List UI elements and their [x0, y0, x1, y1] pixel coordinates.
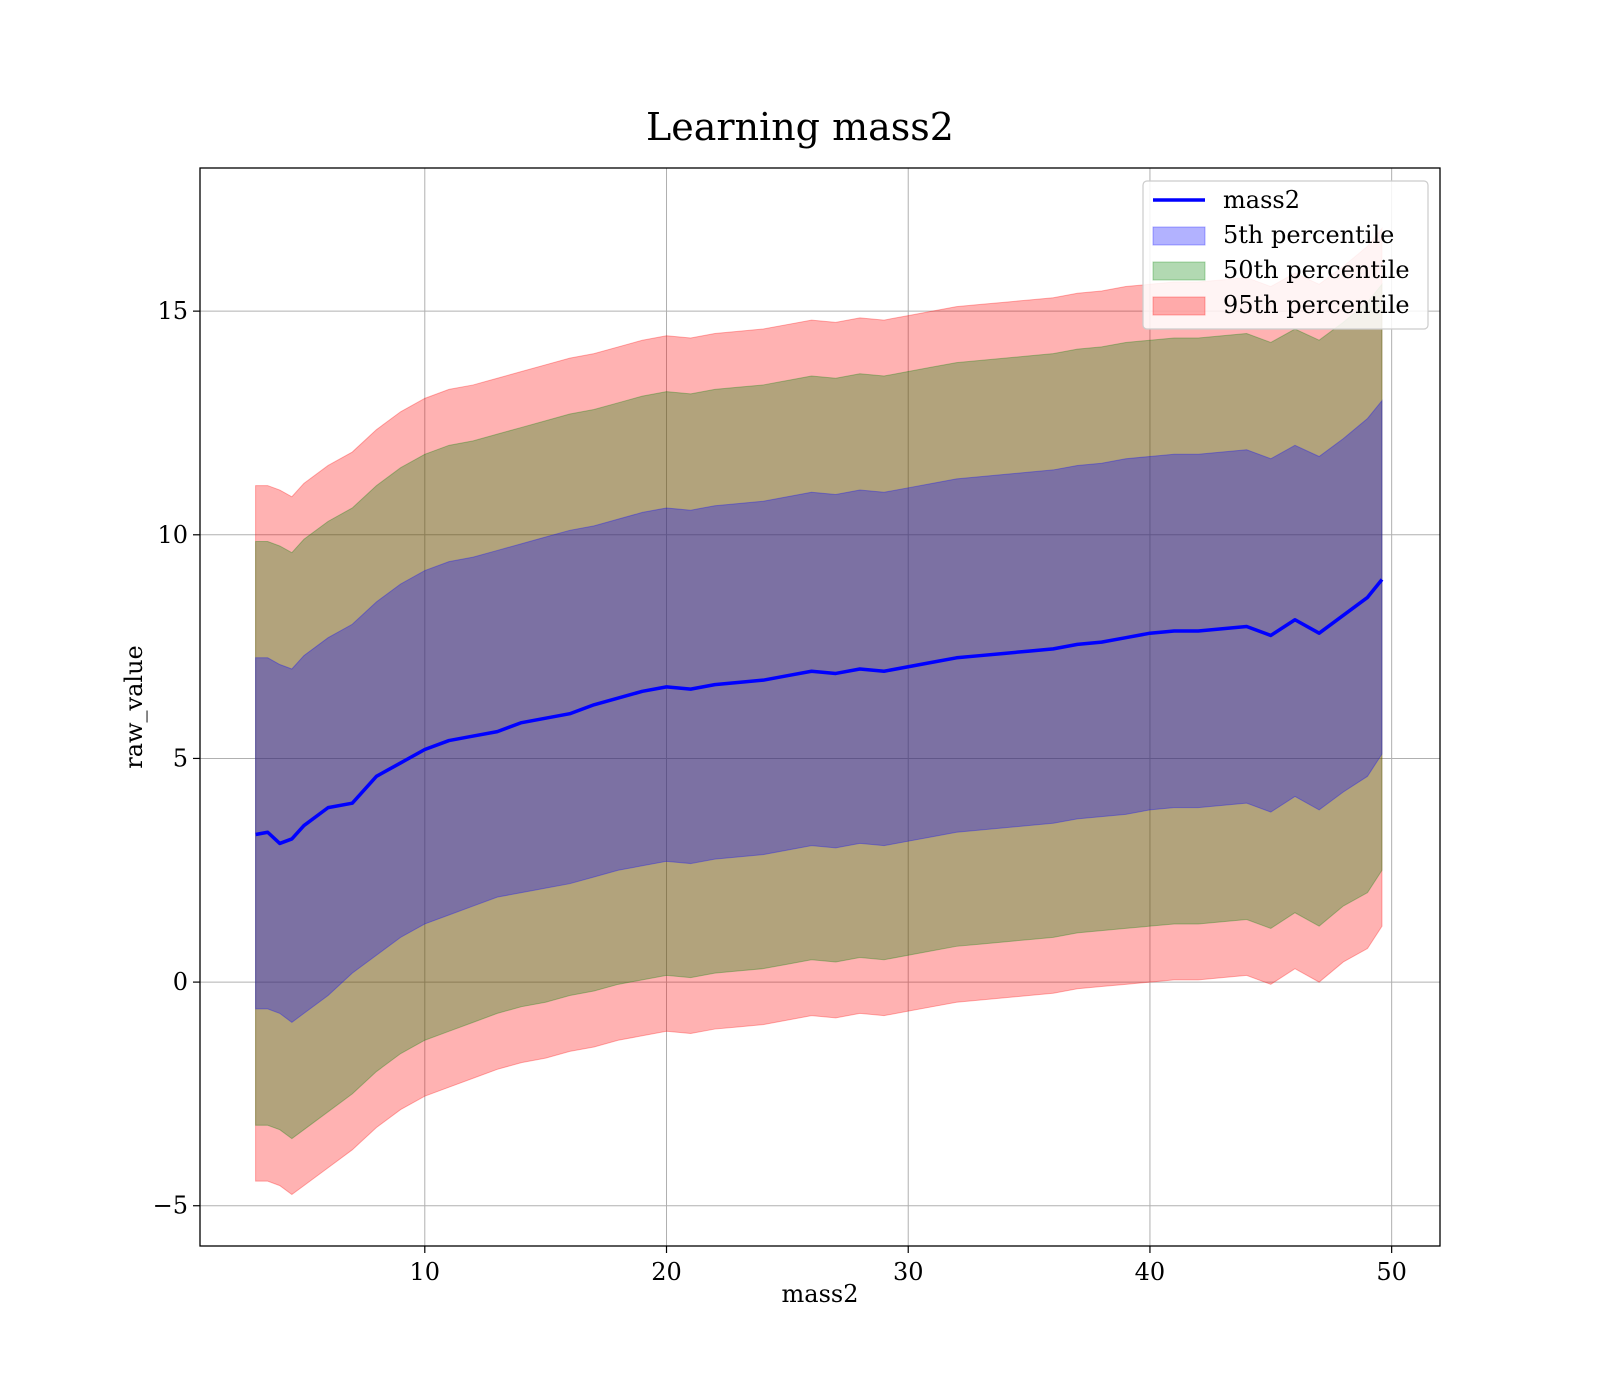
y-axis-label: raw_value [120, 645, 148, 769]
legend-swatch-95th [1152, 296, 1206, 316]
band-5th-percentile [255, 399, 1383, 1023]
legend[interactable]: mass2 5th percentile 50th percentile 95t… [1142, 180, 1429, 330]
plot-area-frame [199, 167, 1441, 1247]
y-tick-label: 5 [173, 744, 188, 772]
x-tick-label: 20 [651, 1258, 682, 1286]
y-tick-label: 10 [157, 521, 188, 549]
x-tick-label: 50 [1376, 1258, 1407, 1286]
x-tick-label: 10 [410, 1258, 441, 1286]
legend-label-50th: 50th percentile [1223, 256, 1410, 284]
y-tick-label: 0 [173, 968, 188, 996]
legend-swatch-5th [1152, 226, 1206, 246]
band-95th-percentile [255, 226, 1383, 1196]
x-axis-ticks: 10 20 30 40 50 [410, 1246, 1407, 1286]
y-tick-label: 15 [157, 297, 188, 325]
x-tick-label: 30 [893, 1258, 924, 1286]
chart-title: Learning mass2 [646, 105, 954, 149]
legend-label-5th: 5th percentile [1223, 221, 1394, 249]
y-axis-ticks: −5 0 5 10 15 [153, 297, 200, 1220]
mass2-line [255, 578, 1384, 846]
legend-box [1142, 180, 1429, 330]
percentile-bands [255, 226, 1383, 1196]
band-50th-percentile [255, 282, 1383, 1140]
legend-swatch-50th [1152, 261, 1206, 281]
legend-label-95th: 95th percentile [1223, 291, 1410, 319]
x-axis-label: mass2 [782, 1280, 859, 1308]
mass2-line-layer [255, 578, 1384, 846]
x-tick-label: 40 [1135, 1258, 1166, 1286]
legend-label-mass2: mass2 [1223, 186, 1300, 214]
y-tick-label: −5 [153, 1192, 188, 1220]
